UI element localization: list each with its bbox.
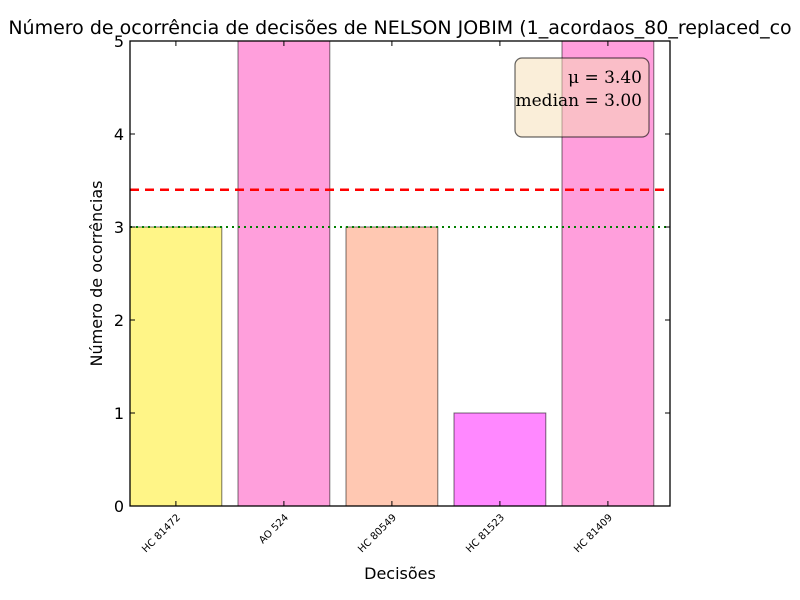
ytick-label-2: 2	[114, 311, 124, 330]
chart-title: Número de ocorrência de decisões de NELS…	[8, 17, 791, 39]
xtick-label-2: HC 80549	[356, 512, 399, 555]
plot-frame	[129, 40, 671, 507]
reference-lines	[130, 188, 670, 228]
y-axis-label: Número de ocorrências	[87, 181, 106, 367]
ytick-label-4: 4	[114, 125, 124, 144]
xtick-label-0: HC 81472	[140, 512, 183, 555]
bar-2	[345, 226, 439, 507]
ytick-label-0: 0	[114, 497, 124, 516]
ytick-label-5: 5	[114, 32, 124, 51]
x-axis-label: Decisões	[364, 564, 436, 583]
xtick-label-3: HC 81523	[464, 512, 507, 555]
stats-box: μ = 3.40 median = 3.00	[514, 57, 650, 138]
xtick-label-1: AO 524	[257, 512, 291, 546]
bar-0	[129, 226, 223, 507]
xtick-label-4: HC 81409	[572, 512, 615, 555]
stats-median-text: median = 3.00	[516, 91, 643, 111]
stats-box-background	[514, 57, 650, 138]
bar-1	[237, 40, 331, 507]
ytick-label-1: 1	[114, 404, 124, 423]
ytick-label-3: 3	[114, 218, 124, 237]
stats-mean-text: μ = 3.40	[568, 68, 642, 88]
bar-3	[453, 412, 547, 507]
